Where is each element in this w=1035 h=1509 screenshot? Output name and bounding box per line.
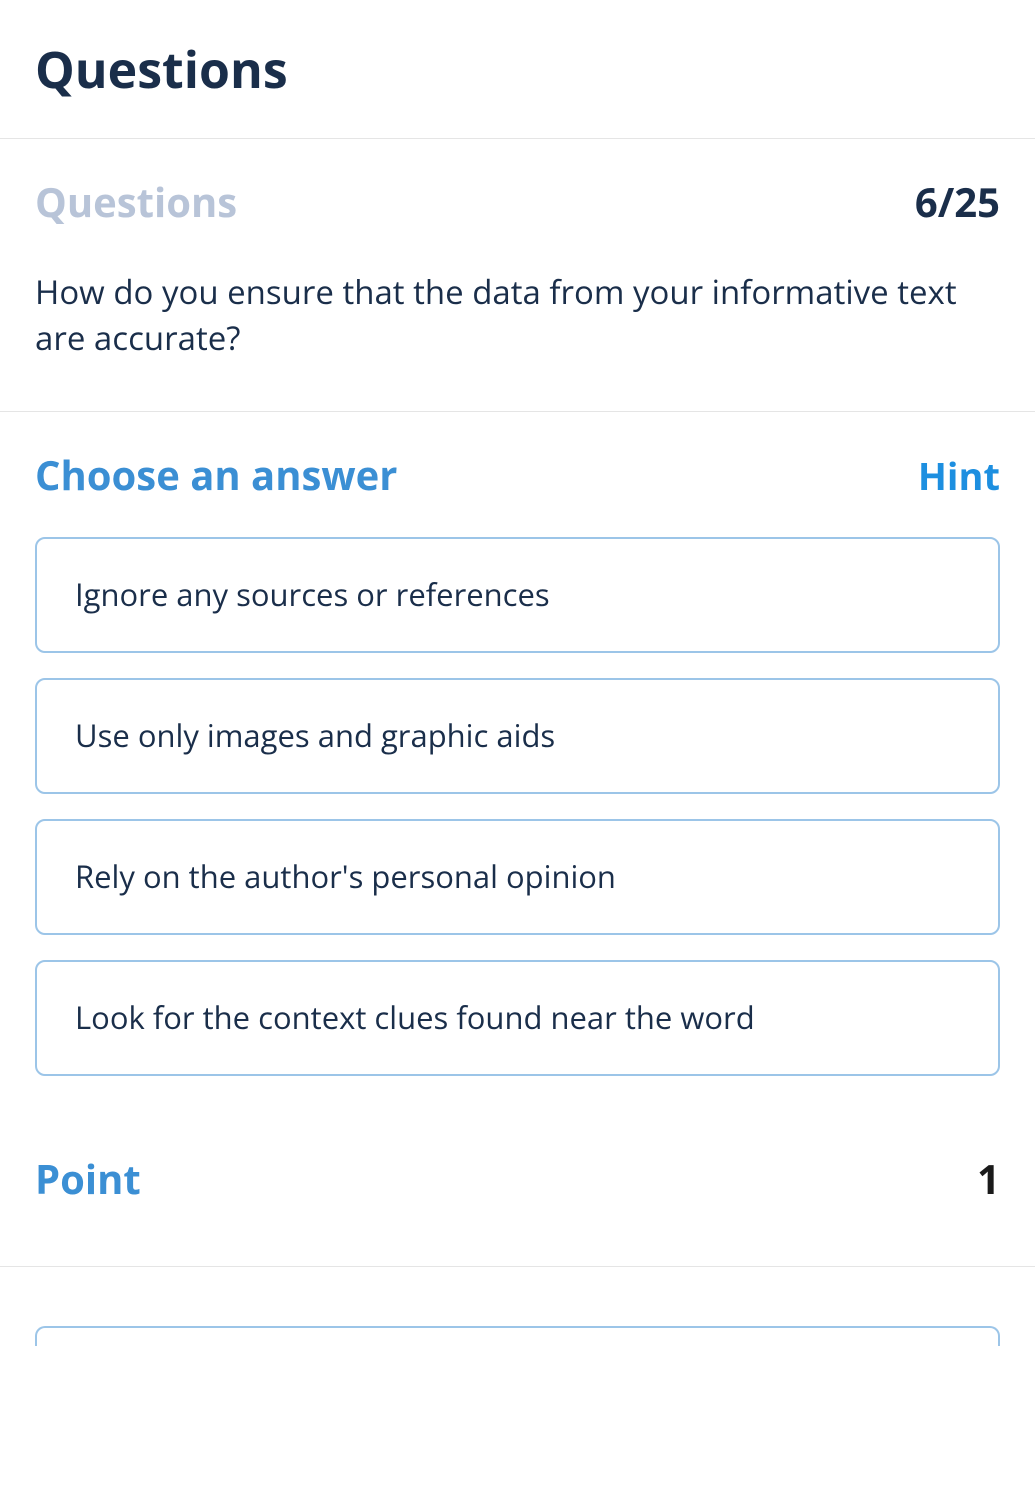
question-counter: 6/25 bbox=[915, 174, 1000, 229]
answer-option-1[interactable]: Use only images and graphic aids bbox=[35, 678, 1000, 794]
page-title: Questions bbox=[35, 35, 1000, 103]
next-section-peek bbox=[35, 1326, 1000, 1346]
question-section: Questions 6/25 How do you ensure that th… bbox=[0, 139, 1035, 412]
answer-header-row: Choose an answer Hint bbox=[35, 447, 1000, 502]
point-row: Point 1 bbox=[35, 1151, 1000, 1236]
answer-option-2[interactable]: Rely on the author's personal opinion bbox=[35, 819, 1000, 935]
answer-option-0[interactable]: Ignore any sources or references bbox=[35, 537, 1000, 653]
question-header-row: Questions 6/25 bbox=[35, 174, 1000, 229]
choose-answer-label: Choose an answer bbox=[35, 447, 397, 502]
question-text: How do you ensure that the data from you… bbox=[35, 269, 1000, 361]
header-section: Questions bbox=[0, 0, 1035, 139]
answer-option-3[interactable]: Look for the context clues found near th… bbox=[35, 960, 1000, 1076]
section-divider bbox=[0, 1266, 1035, 1326]
point-label: Point bbox=[35, 1151, 141, 1206]
answer-section: Choose an answer Hint Ignore any sources… bbox=[0, 412, 1035, 1266]
point-value: 1 bbox=[977, 1151, 1000, 1206]
hint-button[interactable]: Hint bbox=[918, 450, 1000, 502]
question-label: Questions bbox=[35, 174, 237, 229]
